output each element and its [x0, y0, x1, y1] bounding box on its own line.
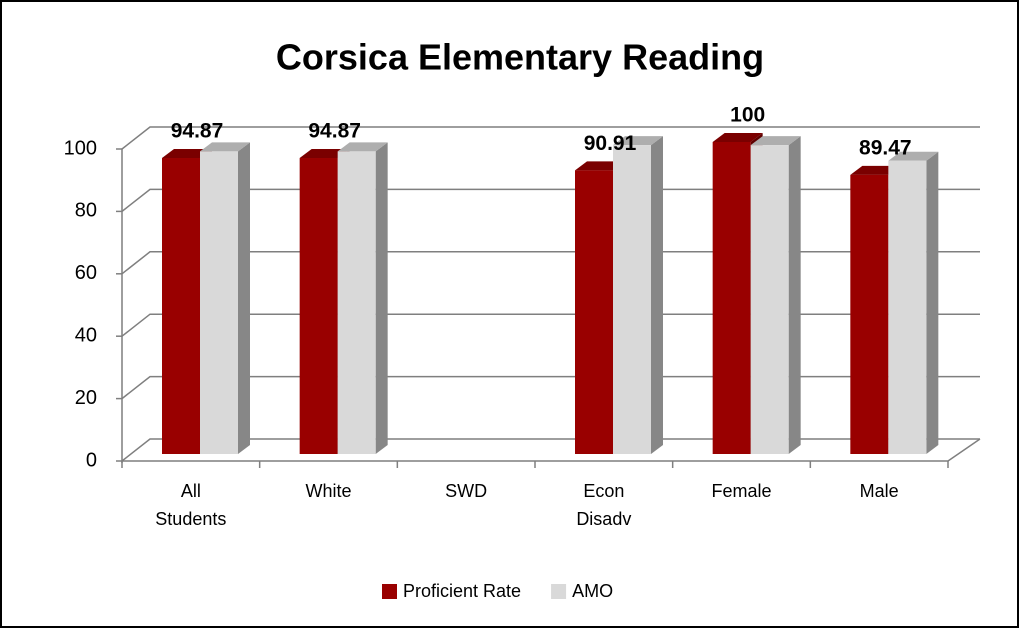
y-tick-label: 20 [75, 387, 97, 409]
bar-front [200, 151, 238, 455]
bar-top [575, 161, 625, 171]
x-tick-label: White [305, 481, 351, 501]
bar-top [712, 133, 763, 142]
bar-front [299, 158, 338, 454]
chart-title: Corsica Elementary Reading [276, 37, 764, 78]
bar-top [299, 149, 350, 159]
bar-front [575, 170, 613, 455]
legend-swatch [551, 584, 567, 599]
bar-top [337, 142, 388, 152]
y-tick-label: 80 [75, 200, 97, 222]
legend-label: Proficient Rate [403, 581, 521, 601]
bar-side [788, 136, 801, 454]
legend-label: AMO [572, 581, 613, 601]
bar [613, 136, 663, 454]
x-tick-label: Male [860, 481, 899, 501]
data-label: 90.91 [584, 132, 637, 155]
y-tick-label: 40 [75, 324, 97, 346]
bar-top [162, 149, 212, 159]
grid-line [121, 251, 980, 275]
y-tick-label: 0 [86, 449, 97, 471]
bar-front [750, 145, 789, 454]
data-label: 100 [730, 104, 765, 127]
grid-line [121, 438, 980, 462]
bar [750, 136, 801, 454]
bar-side [651, 136, 663, 454]
bar-side [926, 151, 939, 454]
x-tick-label: SWD [445, 481, 487, 501]
legend-swatch [382, 584, 397, 599]
bar-top [888, 151, 939, 161]
bar [200, 142, 250, 455]
x-tick-label: Econ Disadv [576, 481, 631, 529]
x-tick-label: Female [711, 481, 771, 501]
bar-top [200, 142, 250, 152]
bar [888, 151, 939, 454]
grid-line [121, 188, 980, 212]
data-label: 94.87 [171, 120, 224, 143]
bar-side [375, 142, 388, 455]
bar-top [613, 136, 663, 146]
bar-top [750, 136, 801, 146]
x-tick-label: All Students [155, 481, 226, 529]
bar-front [613, 145, 651, 454]
y-tick-label: 100 [64, 137, 97, 159]
bar-front [162, 158, 200, 454]
bar-front [888, 160, 927, 454]
bar-front [850, 174, 889, 454]
bar-front [712, 142, 751, 454]
y-tick-label: 60 [75, 262, 97, 284]
data-label: 94.87 [308, 120, 361, 143]
bar-side [238, 142, 250, 455]
data-label: 89.47 [859, 136, 912, 159]
grid-line [121, 126, 980, 150]
bar-top [850, 165, 901, 175]
bar [337, 142, 388, 455]
grid-line [121, 375, 980, 400]
bar-front [337, 151, 376, 455]
grid-line [121, 313, 980, 337]
